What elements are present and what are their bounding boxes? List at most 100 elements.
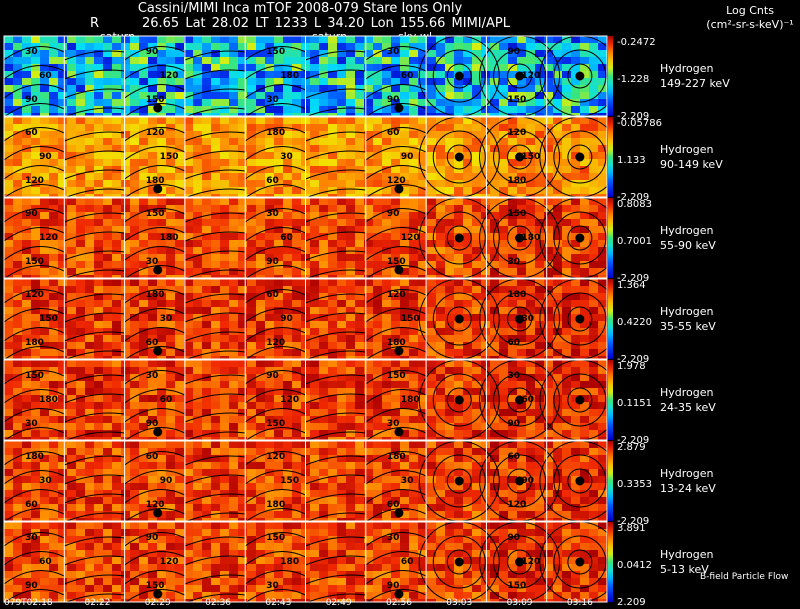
contour-line: [305, 131, 366, 142]
contour-label: 30: [387, 533, 400, 543]
panel-5: 150 180 30 30 60 90 90 120 150 150 180 30 30 60 90 1.97…: [3, 359, 716, 446]
contour-line: [365, 408, 427, 423]
contour-line: [244, 84, 306, 99]
contour-line: [365, 508, 427, 523]
species-label: Hydrogen: [660, 548, 714, 561]
contour-circle: [493, 49, 547, 103]
center-dot: [575, 152, 585, 162]
colorbar-max-label: 0.8083: [617, 199, 652, 210]
contour-line: [124, 470, 186, 485]
contour-label: 60: [522, 395, 535, 405]
contour-line: [244, 489, 306, 504]
center-dot: [515, 395, 525, 405]
panel-contour-labels: 180 30 60 60 90 120 120 150 180 180 30 60 60 90 120: [25, 452, 534, 510]
contour-circle: [493, 292, 547, 346]
contour-label: 90: [266, 371, 279, 381]
contour-line: [365, 65, 427, 80]
contour-line: [124, 427, 186, 442]
colorbar-min-label: -2.209: [617, 192, 649, 203]
contour-line: [365, 127, 427, 142]
contour-line: [365, 489, 427, 504]
panel-frame: [3, 35, 608, 117]
contour-circle: [446, 63, 472, 89]
contour-label: 180: [266, 500, 285, 510]
contour-line: [305, 374, 366, 385]
contour-line: [64, 474, 125, 485]
panel-frame: [3, 116, 608, 198]
pole-dot: [153, 427, 163, 437]
pole-dot: [153, 265, 163, 275]
contour-line: [3, 570, 65, 585]
contour-circle: [507, 387, 533, 413]
panel-heatmap: [4, 36, 607, 116]
contour-line: [3, 489, 65, 504]
contour-label: 60: [508, 452, 521, 462]
panel-4: 1201501801803060609012012015018018030601…: [3, 278, 716, 365]
pole-dot: [394, 589, 404, 599]
contour-line: [3, 589, 65, 604]
contour-label: 180: [387, 452, 406, 462]
panel-frame: [3, 197, 608, 279]
contour-label: 150: [401, 314, 420, 324]
contour-label: 30: [508, 257, 521, 267]
contour-line: [365, 389, 427, 404]
contour-label: 150: [25, 257, 44, 267]
contour-line: [3, 308, 65, 323]
chart-title: Cassini/MIMI Inca mTOF 2008-079 Stare Io…: [137, 1, 463, 16]
contour-line: [184, 474, 246, 485]
contour-label: 90: [387, 209, 400, 219]
contour-label: 120: [146, 128, 165, 138]
contour-line: [124, 265, 186, 280]
panel-heatmap: [4, 441, 607, 521]
contour-circle: [446, 306, 472, 332]
contour-line: [184, 212, 246, 223]
panel-contours: [3, 116, 621, 199]
energy-label: 35-55 keV: [660, 320, 716, 333]
contour-label: 60: [39, 71, 52, 81]
contour-line: [64, 231, 125, 242]
contour-label: 60: [387, 500, 400, 510]
contour-line: [124, 103, 186, 118]
contour-circle: [567, 63, 593, 89]
contour-label: 60: [508, 338, 521, 348]
contour-line: [3, 389, 65, 404]
contour-line: [305, 312, 366, 323]
contour-line: [64, 131, 125, 142]
panel-7: 30 60 90 90 120 150 150 180 30 30 60 90 90 120 150 3.89…: [3, 521, 714, 608]
contour-line: [305, 50, 366, 61]
contour-line: [64, 593, 125, 604]
center-dot: [454, 152, 464, 162]
center-dot: [515, 233, 525, 243]
contour-line: [124, 127, 186, 142]
center-dot: [454, 395, 464, 405]
contour-label: 90: [280, 314, 293, 324]
time-tick-label: 03:16: [566, 598, 593, 608]
contour-line: [365, 570, 427, 585]
panel-2: 60 90 120 120 150 180 180 30 60 60 90 120 120 150 180 -…: [3, 116, 723, 203]
contour-circle: [507, 144, 533, 170]
contour-label: 30: [39, 476, 52, 486]
contour-line: [3, 103, 65, 118]
contour-line: [365, 346, 427, 361]
contour-line: [124, 227, 186, 242]
colorbar: [608, 360, 613, 440]
contour-label: 30: [160, 314, 173, 324]
contour-line: [3, 408, 65, 423]
panel-frame: [3, 278, 608, 360]
contour-line: [365, 103, 427, 118]
contour-circle: [553, 211, 607, 265]
pole-dot: [153, 184, 163, 194]
contour-label: 180: [522, 233, 541, 243]
contour-circle: [432, 535, 486, 589]
chart-subtitle: R 26.65 Lat 28.02 LT 1233 L 34.20 Lon 15…: [90, 16, 510, 31]
contour-line: [305, 269, 366, 280]
center-dot: [575, 314, 585, 324]
contour-line: [64, 250, 125, 261]
contour-line: [365, 289, 427, 304]
contour-circle: [493, 373, 547, 427]
contour-line: [3, 208, 65, 223]
colorbar-min-label: -2.209: [617, 354, 649, 365]
contour-label: 120: [280, 395, 299, 405]
contour-line: [64, 269, 125, 280]
contour-line: [305, 188, 366, 199]
